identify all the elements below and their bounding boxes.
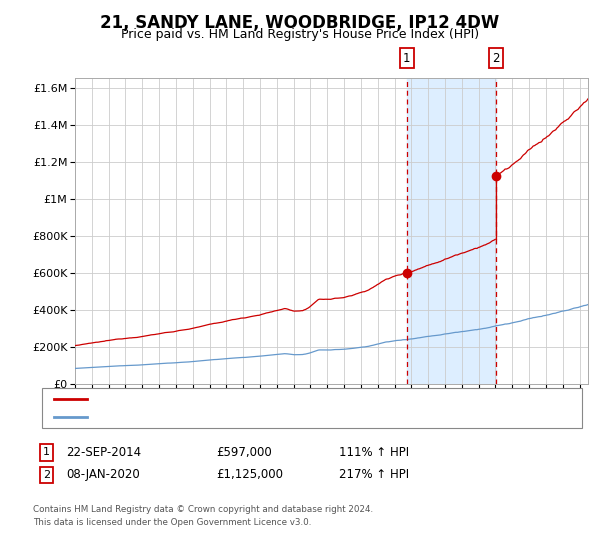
Text: Contains HM Land Registry data © Crown copyright and database right 2024.: Contains HM Land Registry data © Crown c…	[33, 505, 373, 514]
Text: 217% ↑ HPI: 217% ↑ HPI	[339, 468, 409, 482]
Bar	[407, 78, 496, 384]
Text: 1: 1	[403, 52, 410, 64]
Text: 22-SEP-2014: 22-SEP-2014	[66, 446, 141, 459]
Text: Price paid vs. HM Land Registry's House Price Index (HPI): Price paid vs. HM Land Registry's House …	[121, 28, 479, 41]
Text: HPI: Average price, detached house, East Suffolk: HPI: Average price, detached house, East…	[94, 412, 361, 422]
Text: 2: 2	[492, 52, 500, 64]
Text: £597,000: £597,000	[216, 446, 272, 459]
Text: 111% ↑ HPI: 111% ↑ HPI	[339, 446, 409, 459]
Text: 2: 2	[43, 470, 50, 480]
Text: This data is licensed under the Open Government Licence v3.0.: This data is licensed under the Open Gov…	[33, 518, 311, 527]
Text: 08-JAN-2020: 08-JAN-2020	[66, 468, 140, 482]
Text: £1,125,000: £1,125,000	[216, 468, 283, 482]
Text: 1: 1	[43, 447, 50, 458]
Text: 21, SANDY LANE, WOODBRIDGE, IP12 4DW (detached house): 21, SANDY LANE, WOODBRIDGE, IP12 4DW (de…	[94, 394, 430, 404]
Text: 21, SANDY LANE, WOODBRIDGE, IP12 4DW: 21, SANDY LANE, WOODBRIDGE, IP12 4DW	[100, 14, 500, 32]
